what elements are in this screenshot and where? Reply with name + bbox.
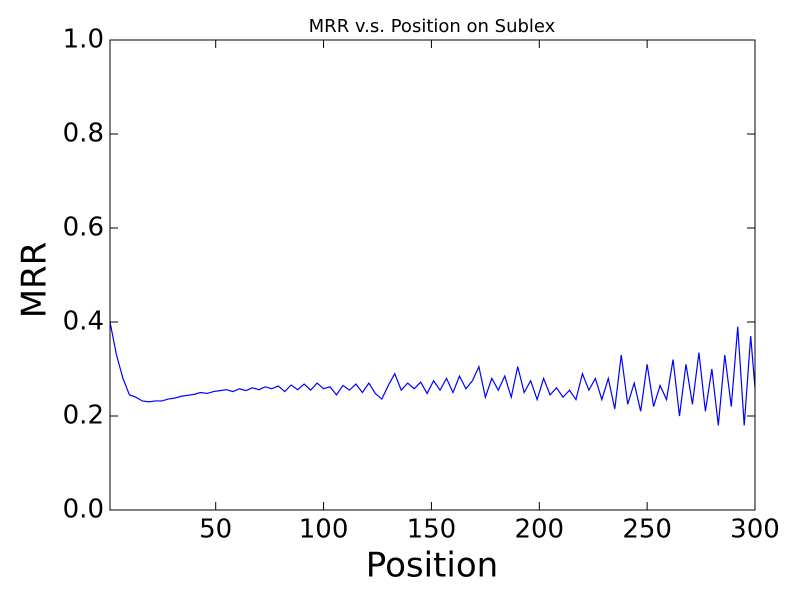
y-tick-label: 0.8	[63, 119, 104, 149]
x-tick-label: 300	[730, 515, 780, 545]
y-tick-label: 0.4	[63, 307, 104, 337]
x-axis-label: Position	[366, 546, 498, 586]
data-line	[109, 321, 756, 426]
plot-frame	[109, 39, 756, 511]
y-tick-label: 1.0	[63, 25, 104, 55]
x-tick-label: 150	[407, 515, 457, 545]
chart-title: MRR v.s. Position on Sublex	[309, 16, 556, 37]
y-tick-label: 0.0	[63, 495, 104, 525]
y-tick-label: 0.6	[63, 213, 104, 243]
y-tick-label: 0.2	[63, 401, 104, 431]
x-tick-label: 100	[299, 515, 349, 545]
x-tick-label: 250	[622, 515, 672, 545]
y-axis-label: MRR	[15, 242, 55, 319]
x-tick-label: 50	[199, 515, 232, 545]
x-tick-label: 200	[514, 515, 564, 545]
